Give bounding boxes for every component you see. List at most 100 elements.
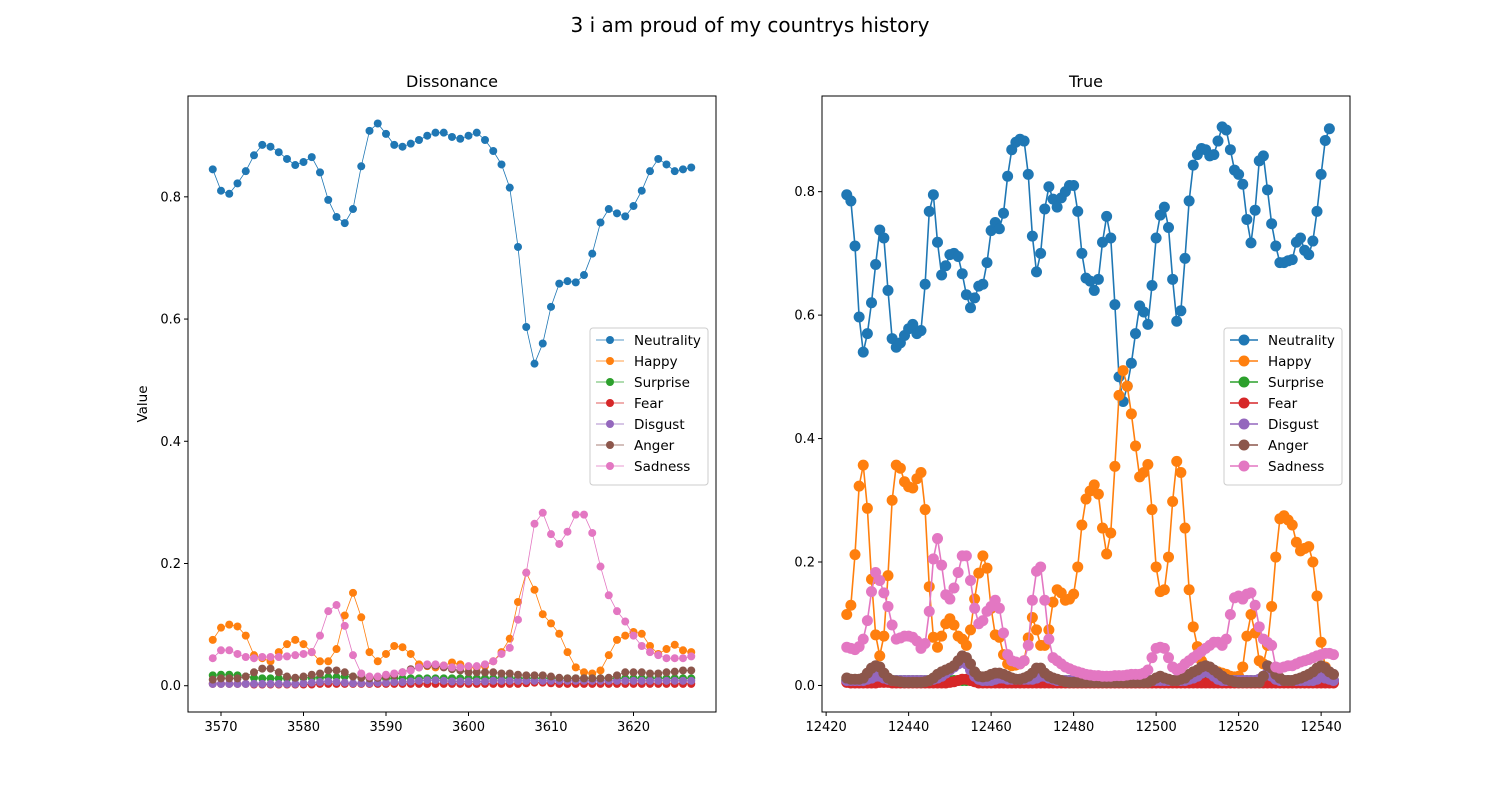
dissonance-neutrality-point bbox=[588, 249, 597, 258]
true-sadness-point bbox=[1022, 639, 1034, 651]
dissonance-y-tick-label: 0.8 bbox=[160, 190, 181, 205]
true-anger-point bbox=[1257, 670, 1269, 682]
true-neutrality-point bbox=[1002, 170, 1014, 182]
dissonance-neutrality-point bbox=[406, 139, 415, 148]
true-neutrality-point bbox=[1130, 328, 1141, 340]
true-happy-point bbox=[1163, 551, 1174, 563]
true-legend-swatch-marker bbox=[1238, 355, 1250, 367]
dissonance-sadness-point bbox=[283, 652, 291, 661]
dissonance-disgust-point bbox=[266, 679, 275, 688]
true-neutrality-point bbox=[1138, 306, 1150, 318]
dissonance-neutrality-point bbox=[530, 359, 539, 368]
dissonance-happy-point bbox=[646, 642, 654, 650]
dissonance-anger-point bbox=[629, 668, 638, 677]
dissonance-disgust-point bbox=[629, 676, 638, 685]
true-legend-swatch-marker bbox=[1238, 397, 1250, 409]
dissonance-series-happy bbox=[208, 568, 696, 678]
true-sadness-point bbox=[944, 593, 956, 605]
dissonance-disgust-point bbox=[489, 676, 498, 685]
true-sadness-point bbox=[874, 575, 886, 587]
true-neutrality-point bbox=[956, 268, 968, 280]
true-neutrality-point bbox=[1315, 168, 1327, 180]
true-neutrality-point bbox=[1220, 124, 1232, 136]
true-neutrality-point bbox=[1307, 235, 1319, 247]
dissonance-anger-point bbox=[208, 675, 217, 684]
dissonance-sadness-point bbox=[670, 654, 679, 663]
true-happy-point bbox=[1270, 551, 1282, 563]
dissonance-disgust-point bbox=[464, 677, 473, 686]
dissonance-sadness-point bbox=[621, 617, 630, 626]
dissonance-neutrality-point bbox=[472, 128, 481, 137]
dissonance-sadness-point bbox=[349, 651, 357, 660]
true-neutrality-point bbox=[1035, 247, 1047, 259]
dissonance-sadness-point bbox=[365, 672, 374, 681]
true-neutrality-point bbox=[1183, 195, 1195, 207]
dissonance-disgust-point bbox=[448, 677, 456, 686]
dissonance-disgust-point bbox=[456, 677, 465, 686]
dissonance-sadness-point bbox=[637, 642, 646, 650]
dissonance-happy-point bbox=[365, 648, 374, 657]
dissonance-neutrality-point bbox=[621, 212, 630, 221]
dissonance-disgust-point bbox=[505, 676, 514, 685]
dissonance-legend-label-fear: Fear bbox=[634, 396, 664, 412]
dissonance-sadness-point bbox=[481, 660, 489, 669]
dissonance-disgust-point bbox=[431, 676, 440, 685]
dissonance-neutrality-point bbox=[596, 218, 605, 227]
true-happy-point bbox=[927, 631, 939, 643]
dissonance-legend-swatch-marker bbox=[606, 420, 614, 428]
dissonance-disgust-point bbox=[687, 676, 696, 685]
dissonance-legend-label-neutrality: Neutrality bbox=[634, 333, 701, 349]
dissonance-anger-point bbox=[547, 672, 555, 681]
dissonance-neutrality-point bbox=[522, 323, 531, 331]
dissonance-sadness-point bbox=[448, 663, 456, 672]
dissonance-disgust-point bbox=[274, 679, 283, 688]
dissonance-sadness-point bbox=[332, 601, 341, 610]
dissonance-happy-point bbox=[349, 588, 357, 597]
dissonance-sadness-point bbox=[522, 568, 531, 577]
true-happy-point bbox=[1290, 536, 1302, 548]
dissonance-disgust-point bbox=[654, 676, 663, 685]
true-happy-point bbox=[849, 549, 861, 561]
dissonance-anger-point bbox=[481, 668, 489, 677]
dissonance-disgust-point bbox=[349, 679, 357, 688]
dissonance-happy-point bbox=[596, 666, 605, 675]
dissonance-happy-point bbox=[679, 646, 687, 655]
true-neutrality-point bbox=[1179, 252, 1191, 264]
true-neutrality-point bbox=[1286, 254, 1298, 266]
true-neutrality-point bbox=[923, 205, 935, 217]
dissonance-happy-point bbox=[406, 649, 415, 658]
dissonance-y-tick-label: 0.6 bbox=[160, 313, 181, 328]
dissonance-legend-swatch-marker bbox=[606, 336, 614, 344]
dissonance-disgust-point bbox=[514, 676, 522, 685]
dissonance-sadness-point bbox=[472, 662, 481, 671]
dissonance-sadness-point bbox=[654, 651, 663, 660]
true-happy-point bbox=[1076, 519, 1088, 531]
true-happy-point bbox=[919, 504, 931, 516]
dissonance-anger-point bbox=[563, 674, 572, 683]
true-legend-swatch-marker bbox=[1238, 334, 1250, 346]
true-neutrality-point bbox=[1092, 273, 1104, 285]
true-sadness-point bbox=[1224, 608, 1236, 620]
dissonance-anger-point bbox=[291, 673, 300, 682]
true-x-tick-label: 12540 bbox=[1300, 720, 1341, 735]
dissonance-surprise-point bbox=[250, 673, 258, 682]
true-sadness-point bbox=[936, 559, 948, 571]
dissonance-sadness-point bbox=[266, 653, 275, 661]
dissonance-disgust-point bbox=[324, 677, 333, 686]
true-legend: Neutrality Happy Surprise Fear Disgust Anger S… bbox=[1223, 327, 1343, 486]
true-sadness-point bbox=[1220, 633, 1232, 645]
true-neutrality-point bbox=[1026, 230, 1038, 242]
dissonance-sadness-point bbox=[530, 519, 539, 528]
true-neutrality-point bbox=[1208, 149, 1220, 161]
dissonance-anger-point bbox=[307, 670, 316, 679]
true-neutrality-point bbox=[1175, 305, 1187, 317]
true-neutrality-point bbox=[965, 302, 976, 314]
true-happy-point bbox=[886, 494, 898, 506]
true-x-tick-label: 12440 bbox=[888, 720, 929, 735]
dissonance-x-tick-label: 3620 bbox=[617, 720, 650, 735]
true-neutrality-point bbox=[866, 297, 877, 309]
true-happy-point bbox=[1142, 458, 1154, 470]
dissonance-sadness-point bbox=[505, 643, 514, 652]
dissonance-x-tick-label: 3590 bbox=[369, 720, 402, 735]
true-happy-point bbox=[981, 562, 993, 574]
